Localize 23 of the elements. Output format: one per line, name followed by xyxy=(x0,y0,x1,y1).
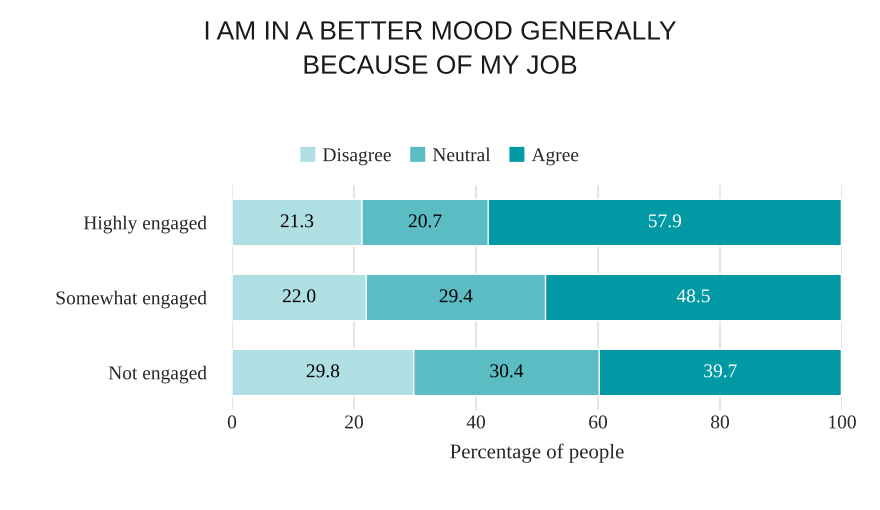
legend-label: Neutral xyxy=(432,148,490,162)
x-axis-title: Percentage of people xyxy=(450,444,624,463)
data-label: 22.0 xyxy=(282,289,316,302)
legend-label: Disagree xyxy=(322,148,391,166)
data-label: 30.4 xyxy=(490,364,524,378)
y-tick-label: Not engaged xyxy=(108,366,207,384)
x-tick-label: 20 xyxy=(345,415,363,429)
x-tick-label: 40 xyxy=(466,415,485,429)
x-tick-label: 80 xyxy=(711,415,729,429)
x-tick-label: 0 xyxy=(228,415,236,429)
y-tick-label: Somewhat engaged xyxy=(56,290,207,308)
data-label: 20.7 xyxy=(408,214,442,228)
data-label: 39.7 xyxy=(704,364,737,378)
data-label: 29.4 xyxy=(440,289,473,302)
data-label: 21.3 xyxy=(280,214,314,228)
x-tick-label: 100 xyxy=(829,415,856,429)
data-label: 48.5 xyxy=(676,289,710,302)
data-label: 29.8 xyxy=(306,364,340,378)
y-tick-label: Highly engaged xyxy=(84,216,207,234)
legend-label: Agree xyxy=(532,148,578,166)
chart-title: I AM IN A BETTER MOOD GENERALLY BECAUSE OF MY JOB xyxy=(206,21,676,74)
x-tick-label: 60 xyxy=(589,415,607,429)
data-label: 57.9 xyxy=(648,214,682,228)
